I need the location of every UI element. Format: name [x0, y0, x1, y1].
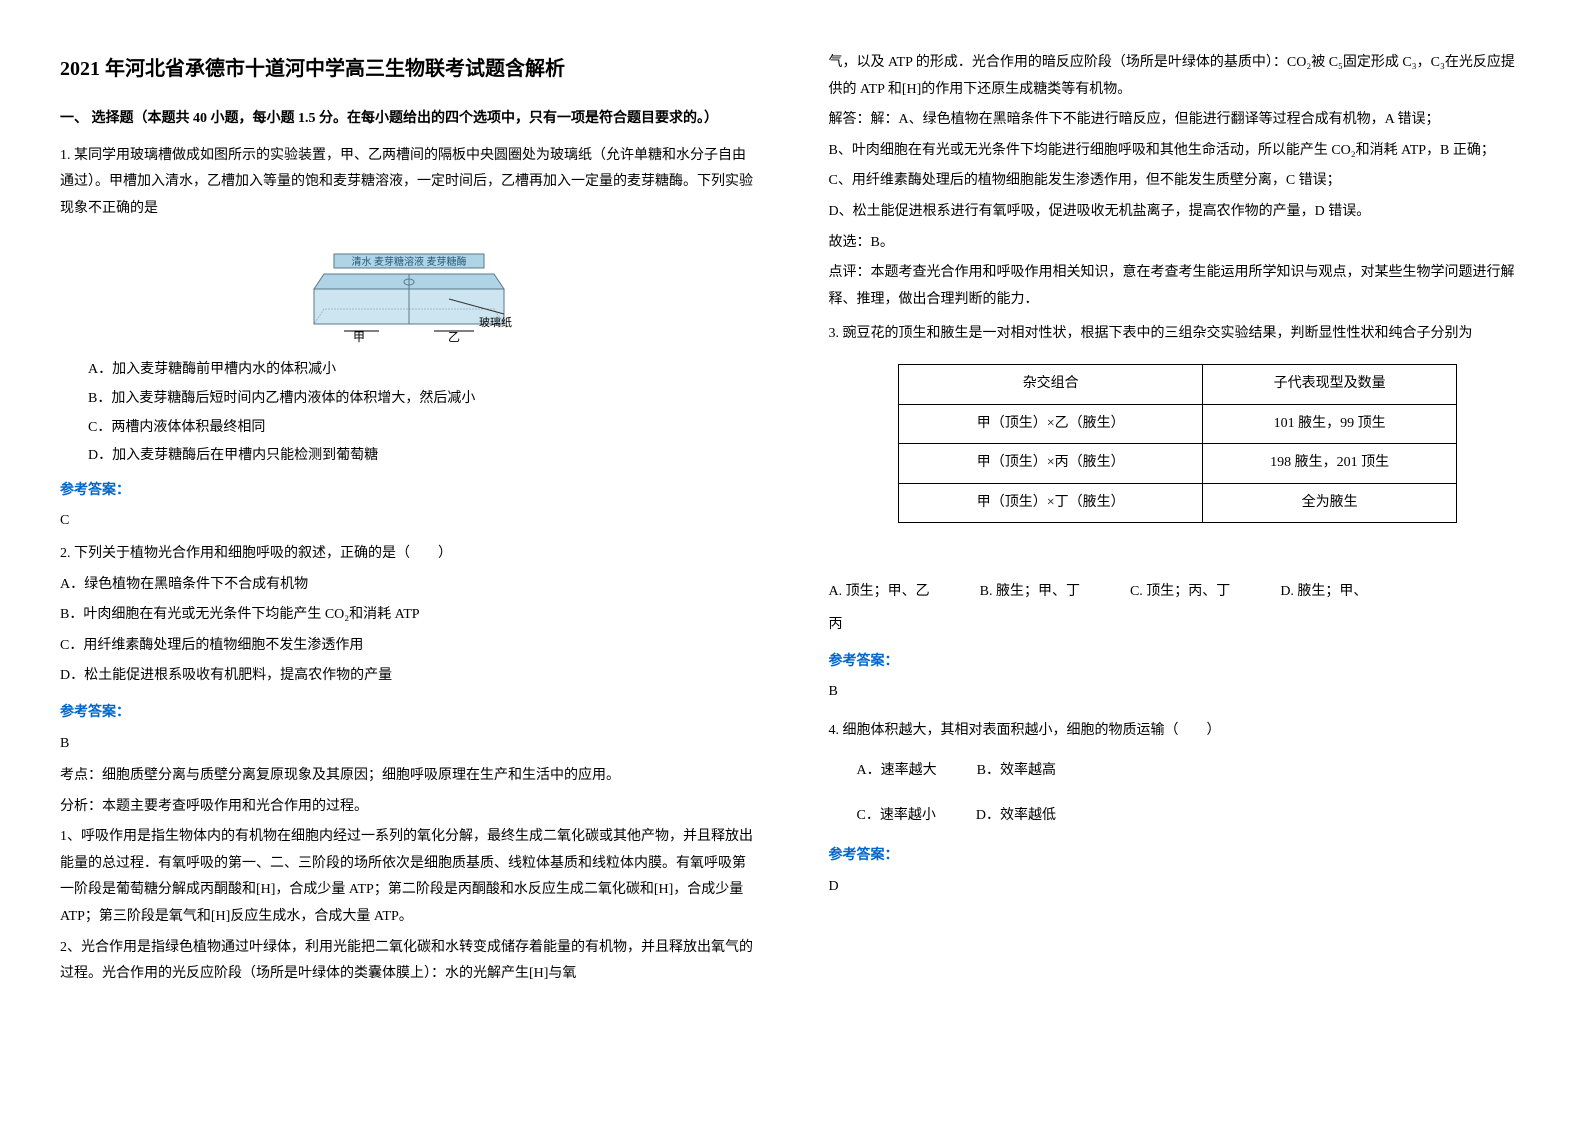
diagram-right-label: 玻璃纸: [479, 315, 512, 329]
q1-answer: C: [60, 508, 759, 535]
q4-stem: 4. 细胞体积越大，其相对表面积越小，细胞的物质运输（ ）: [829, 718, 1528, 745]
tank-svg: 清水 麦芽糖溶液 麦芽糖酶 玻璃纸 甲 乙: [304, 234, 514, 349]
q2-jiedaB: B、叶肉细胞在有光或无光条件下均能进行细胞呼吸和其他生命活动，所以能产生 CO₂…: [829, 138, 1528, 165]
q1-diagram: 清水 麦芽糖溶液 麦芽糖酶 玻璃纸 甲 乙: [60, 234, 759, 349]
q2-p1: 1、呼吸作用是指生物体内的有机物在细胞内经过一系列的氧化分解，最终生成二氧化碳或…: [60, 824, 759, 930]
q3-stem: 3. 豌豆花的顶生和腋生是一对相对性状，根据下表中的三组杂交实验结果，判断显性性…: [829, 321, 1528, 348]
q4-answer-label: 参考答案：: [829, 843, 1528, 870]
th-c1: 杂交组合: [899, 364, 1203, 404]
q1-optC: C．两槽内液体体积最终相同: [60, 415, 759, 442]
diagram-bottom-right-label: 乙: [448, 330, 460, 344]
td: 198 腋生，201 顶生: [1203, 444, 1457, 484]
section-header: 一、 选择题（本题共 40 小题，每小题 1.5 分。在每小题给出的四个选项中，…: [60, 106, 759, 133]
q3-optD-cont: 丙: [829, 612, 1528, 639]
q2-optB: B．叶肉细胞在有光或无光条件下均能产生 CO₂和消耗 ATP: [60, 602, 759, 629]
page-title: 2021 年河北省承德市十道河中学高三生物联考试题含解析: [60, 50, 759, 88]
td: 甲（顶生）×乙（腋生）: [899, 404, 1203, 444]
q3-optD: D. 腋生；甲、: [1280, 579, 1367, 606]
q2-kaodian: 考点：细胞质壁分离与质壁分离复原现象及其原因；细胞呼吸原理在生产和生活中的应用。: [60, 763, 759, 790]
q4-optA: A．速率越大: [857, 758, 937, 785]
q2-guxuan: 故选：B。: [829, 230, 1528, 257]
right-column: 气，以及 ATP 的形成．光合作用的暗反应阶段（场所是叶绿体的基质中）：CO₂被…: [829, 50, 1528, 1072]
q2-optC: C．用纤维素酶处理后的植物细胞不发生渗透作用: [60, 633, 759, 660]
q2-answer-label: 参考答案：: [60, 700, 759, 727]
q1-optD: D．加入麦芽糖酶后在甲槽内只能检测到葡萄糖: [60, 443, 759, 470]
td: 101 腋生，99 顶生: [1203, 404, 1457, 444]
q2-stem: 2. 下列关于植物光合作用和细胞呼吸的叙述，正确的是（ ）: [60, 541, 759, 568]
table-row: 甲（顶生）×乙（腋生） 101 腋生，99 顶生: [899, 404, 1457, 444]
q2-jiedaC: C、用纤维素酶处理后的植物细胞能发生渗透作用，但不能发生质壁分离，C 错误；: [829, 168, 1528, 195]
table-row: 甲（顶生）×丁（腋生） 全为腋生: [899, 483, 1457, 523]
q3-answer: B: [829, 679, 1528, 706]
q3-options: A. 顶生；甲、乙 B. 腋生；甲、丁 C. 顶生；丙、丁 D. 腋生；甲、: [829, 579, 1528, 606]
table-row: 甲（顶生）×丙（腋生） 198 腋生，201 顶生: [899, 444, 1457, 484]
q2-optA: A．绿色植物在黑暗条件下不合成有机物: [60, 572, 759, 599]
q2-dianping: 点评：本题考查光合作用和呼吸作用相关知识，意在考查考生能运用所学知识与观点，对某…: [829, 260, 1528, 313]
q3-optA: A. 顶生；甲、乙: [829, 579, 930, 606]
q1-answer-label: 参考答案：: [60, 478, 759, 505]
diagram-left-label: 甲: [353, 330, 365, 344]
q4-answer: D: [829, 874, 1528, 901]
q3-optB: B. 腋生；甲、丁: [980, 579, 1080, 606]
td: 全为腋生: [1203, 483, 1457, 523]
q4-optC: C．速率越小: [857, 803, 936, 830]
q3-optC: C. 顶生；丙、丁: [1130, 579, 1230, 606]
td: 甲（顶生）×丁（腋生）: [899, 483, 1203, 523]
q2-p2: 2、光合作用是指绿色植物通过叶绿体，利用光能把二氧化碳和水转变成储存着能量的有机…: [60, 935, 759, 988]
q4-options-row1: A．速率越大 B．效率越高: [829, 758, 1528, 785]
q2-answer: B: [60, 731, 759, 758]
left-column: 2021 年河北省承德市十道河中学高三生物联考试题含解析 一、 选择题（本题共 …: [60, 50, 759, 1072]
q4-options-row2: C．速率越小 D．效率越低: [829, 803, 1528, 830]
q3-answer-label: 参考答案：: [829, 649, 1528, 676]
q2-p2b: 气，以及 ATP 的形成．光合作用的暗反应阶段（场所是叶绿体的基质中）：CO₂被…: [829, 50, 1528, 103]
q2-jiedaD: D、松土能促进根系进行有氧呼吸，促进吸收无机盐离子，提高农作物的产量，D 错误。: [829, 199, 1528, 226]
q1-optA: A．加入麦芽糖酶前甲槽内水的体积减小: [60, 357, 759, 384]
q2-fenxi: 分析：本题主要考查呼吸作用和光合作用的过程。: [60, 794, 759, 821]
q1-stem: 1. 某同学用玻璃槽做成如图所示的实验装置，甲、乙两槽间的隔板中央圆圈处为玻璃纸…: [60, 143, 759, 223]
q3-table: 杂交组合 子代表现型及数量 甲（顶生）×乙（腋生） 101 腋生，99 顶生 甲…: [898, 364, 1457, 523]
diagram-top-label: 清水 麦芽糖溶液 麦芽糖酶: [352, 255, 467, 268]
q1-optB: B．加入麦芽糖酶后短时间内乙槽内液体的体积增大，然后减小: [60, 386, 759, 413]
td: 甲（顶生）×丙（腋生）: [899, 444, 1203, 484]
q4-optD: D．效率越低: [976, 803, 1056, 830]
q2-jieda: 解答：解：A、绿色植物在黑暗条件下不能进行暗反应，但能进行翻译等过程合成有机物，…: [829, 107, 1528, 134]
table-header-row: 杂交组合 子代表现型及数量: [899, 364, 1457, 404]
th-c2: 子代表现型及数量: [1203, 364, 1457, 404]
q2-optD: D．松土能促进根系吸收有机肥料，提高农作物的产量: [60, 663, 759, 690]
q4-optB: B．效率越高: [977, 758, 1056, 785]
